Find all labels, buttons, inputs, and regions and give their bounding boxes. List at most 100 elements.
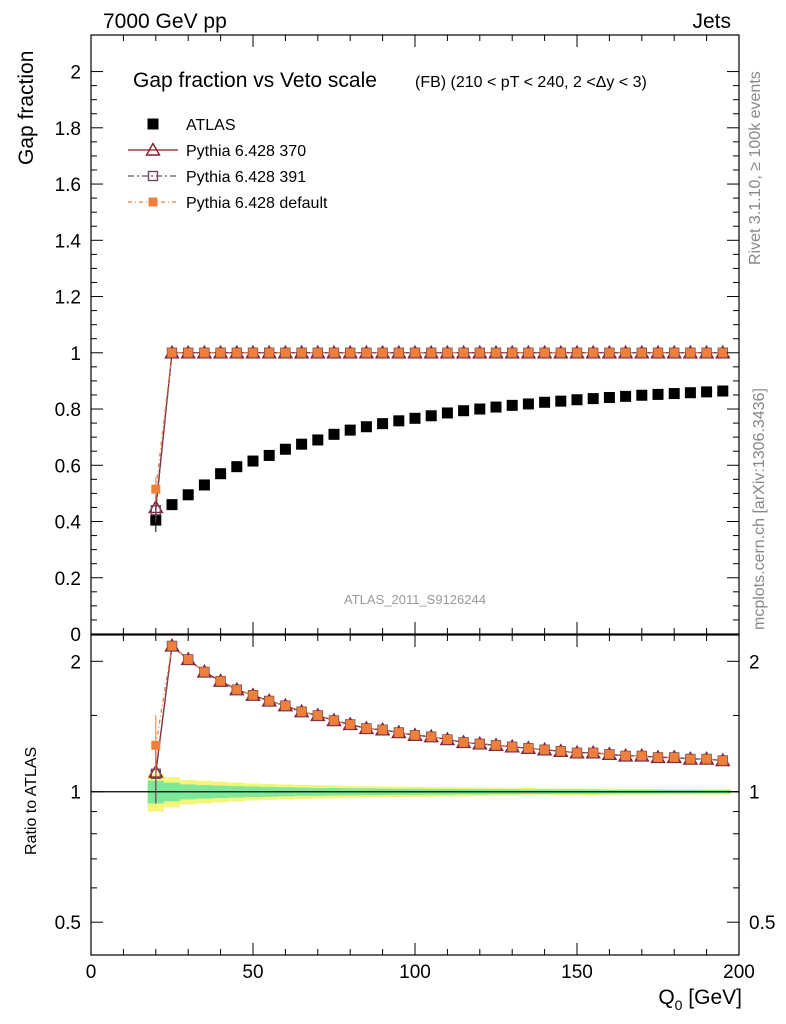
main-data-point: [199, 348, 209, 358]
ratio-y-tick-label-right: 0.5: [749, 913, 775, 934]
main-y-tick-label: 0.6: [55, 456, 81, 477]
ratio-data-point: [313, 710, 323, 720]
main-data-point: [587, 393, 599, 405]
main-y-tick-label: 1.4: [55, 231, 82, 252]
watermark: ATLAS_2011_S9126244: [344, 592, 486, 607]
main-data-point: [167, 348, 177, 358]
main-data-point: [166, 499, 178, 511]
main-y-tick-label: 0.4: [55, 513, 82, 534]
ratio-data-point: [604, 749, 614, 759]
ratio-data-point: [637, 751, 647, 761]
main-data-point: [604, 348, 614, 358]
ratio-y-tick-label: 2: [70, 652, 81, 673]
ratio-data-point: [329, 716, 339, 726]
main-data-point: [150, 505, 162, 516]
ratio-series-line-2: [155, 644, 723, 762]
main-data-point: [345, 348, 355, 358]
legend-label-pythia-default: Pythia 6.428 default: [186, 195, 328, 212]
main-data-point: [717, 385, 729, 397]
main-data-point: [328, 428, 340, 440]
ratio-y-tick-label: 1: [70, 783, 81, 804]
main-data-point: [329, 348, 339, 358]
main-data-point: [459, 348, 469, 358]
main-data-point: [522, 398, 534, 410]
ratio-data-point: [556, 746, 566, 756]
main-data-point: [360, 421, 372, 433]
ratio-data-point: [685, 754, 695, 764]
main-data-point: [313, 348, 323, 358]
ratio-data-point: [394, 728, 404, 738]
main-y-tick-label: 1.6: [55, 175, 81, 196]
header-right: Jets: [692, 10, 731, 33]
main-data-point: [442, 348, 452, 358]
x-tick-label: 150: [561, 962, 593, 983]
main-data-point: [151, 484, 161, 494]
main-data-point: [636, 389, 648, 401]
ratio-data-point: [653, 752, 663, 762]
ratio-y-tick-label: 0.5: [55, 913, 81, 934]
main-data-point: [312, 434, 324, 446]
ratio-data-point: [588, 748, 598, 758]
ratio-data-point: [410, 730, 420, 740]
ratio-data-point: [345, 719, 355, 729]
legend-label-pythia-370: Pythia 6.428 370: [186, 143, 306, 160]
ratio-data-point: [507, 742, 517, 752]
main-data-point: [394, 348, 404, 358]
main-data-point: [571, 394, 583, 406]
ratio-data-point: [426, 732, 436, 742]
main-y-tick-label: 1.2: [55, 288, 81, 309]
main-data-point: [507, 348, 517, 358]
ratio-ylabel: Ratio to ATLAS: [23, 747, 40, 855]
main-data-point: [685, 348, 695, 358]
main-data-point: [684, 387, 696, 399]
legend: ATLAS Pythia 6.428 370 Pythia 6.428 391 …: [128, 117, 328, 212]
legend-marker: [145, 142, 161, 156]
main-data-point: [378, 348, 388, 358]
main-data-point: [653, 348, 663, 358]
main-data-point: [280, 348, 290, 358]
legend-label-atlas: ATLAS: [186, 117, 236, 134]
main-data-point: [490, 401, 502, 413]
main-data-point: [296, 438, 308, 450]
ratio-data-point: [491, 740, 501, 750]
main-title: Gap fraction vs Veto scale: [133, 69, 377, 92]
main-data-point: [621, 348, 631, 358]
main-data-point: [588, 348, 598, 358]
main-data-point: [216, 348, 226, 358]
x-tick-label: 50: [242, 962, 263, 983]
ratio-data-point: [216, 676, 226, 686]
ratio-data-point: [167, 641, 177, 651]
main-data-point: [410, 348, 420, 358]
x-tick-label: 100: [399, 962, 431, 983]
main-y-tick-label: 1: [70, 344, 81, 365]
ratio-data-point: [442, 734, 452, 744]
ratio-data-point: [669, 752, 679, 762]
main-y-tick-label: 0.8: [55, 400, 81, 421]
main-data-point: [491, 348, 501, 358]
main-data-point: [377, 418, 389, 430]
main-data-point: [637, 348, 647, 358]
main-data-point: [474, 403, 486, 415]
main-data-point: [718, 348, 728, 358]
side-label-top: Rivet 3.1.10, ≥ 100k events: [747, 71, 764, 265]
main-data-point: [361, 348, 371, 358]
x-tick-label: 200: [723, 962, 755, 983]
ratio-data-point: [151, 740, 161, 750]
main-data-point: [231, 461, 243, 473]
main-y-tick-label: 0: [70, 625, 81, 646]
main-subtitle: (FB) (210 < pT < 240, 2 <Δy < 3): [415, 74, 647, 91]
main-data-point: [458, 405, 470, 417]
ratio-data-point: [297, 707, 307, 717]
main-data-point: [506, 399, 518, 411]
ratio-data-point: [540, 745, 550, 755]
main-data-point: [441, 407, 453, 419]
main-data-point: [539, 396, 551, 408]
legend-marker: [147, 118, 159, 130]
main-data-point: [263, 449, 275, 461]
side-label-bottom: mcplots.cern.ch [arXiv:1306.3436]: [751, 388, 768, 630]
main-data-point: [669, 348, 679, 358]
ratio-data-point: [232, 685, 242, 695]
main-data-point: [556, 348, 566, 358]
main-data-point: [620, 390, 632, 402]
